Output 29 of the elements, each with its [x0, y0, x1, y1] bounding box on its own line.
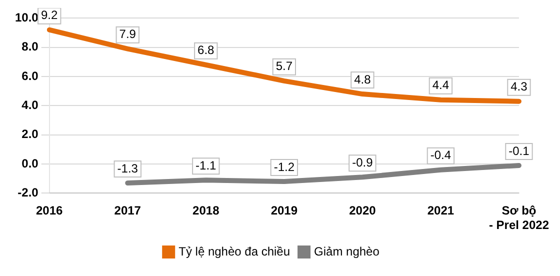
x-tick-label: 2016	[36, 204, 64, 218]
legend-label: Giảm nghèo	[314, 244, 380, 258]
y-tick-label: 2.0	[22, 127, 39, 142]
data-label: -1.1	[196, 158, 217, 172]
data-label: -0.4	[430, 148, 452, 162]
y-tick-label: -2.0	[18, 186, 39, 200]
data-label: 9.2	[41, 8, 58, 22]
x-tick-label: 2017	[114, 204, 142, 218]
data-label: -0.1	[508, 144, 530, 158]
data-label: -0.9	[352, 155, 374, 170]
x-tick-label: 2019	[270, 204, 298, 218]
data-label: 7.9	[119, 27, 136, 42]
y-tick-label: 8.0	[22, 40, 39, 54]
legend-label: Tỷ lệ nghèo đa chiều	[178, 244, 290, 258]
data-label: 5.7	[276, 59, 293, 74]
y-tick-label: 0.0	[22, 156, 39, 170]
y-tick-label: 4.0	[22, 98, 39, 112]
x-tick-label: 2020	[349, 204, 376, 218]
data-label: 4.4	[432, 78, 450, 92]
y-tick-label: 6.0	[22, 68, 39, 83]
data-label: 4.8	[354, 72, 372, 86]
x-tick-label: 2021	[427, 204, 454, 218]
x-tick-label: Sơ bộ - Prel 2022	[488, 204, 550, 232]
x-tick-label: 2018	[192, 204, 220, 218]
y-tick-label: 10.0	[14, 10, 39, 25]
data-label: 4.3	[510, 80, 528, 94]
data-label: -1.3	[117, 161, 138, 176]
data-label: -1.2	[274, 160, 295, 174]
data-label: 6.8	[198, 43, 215, 58]
